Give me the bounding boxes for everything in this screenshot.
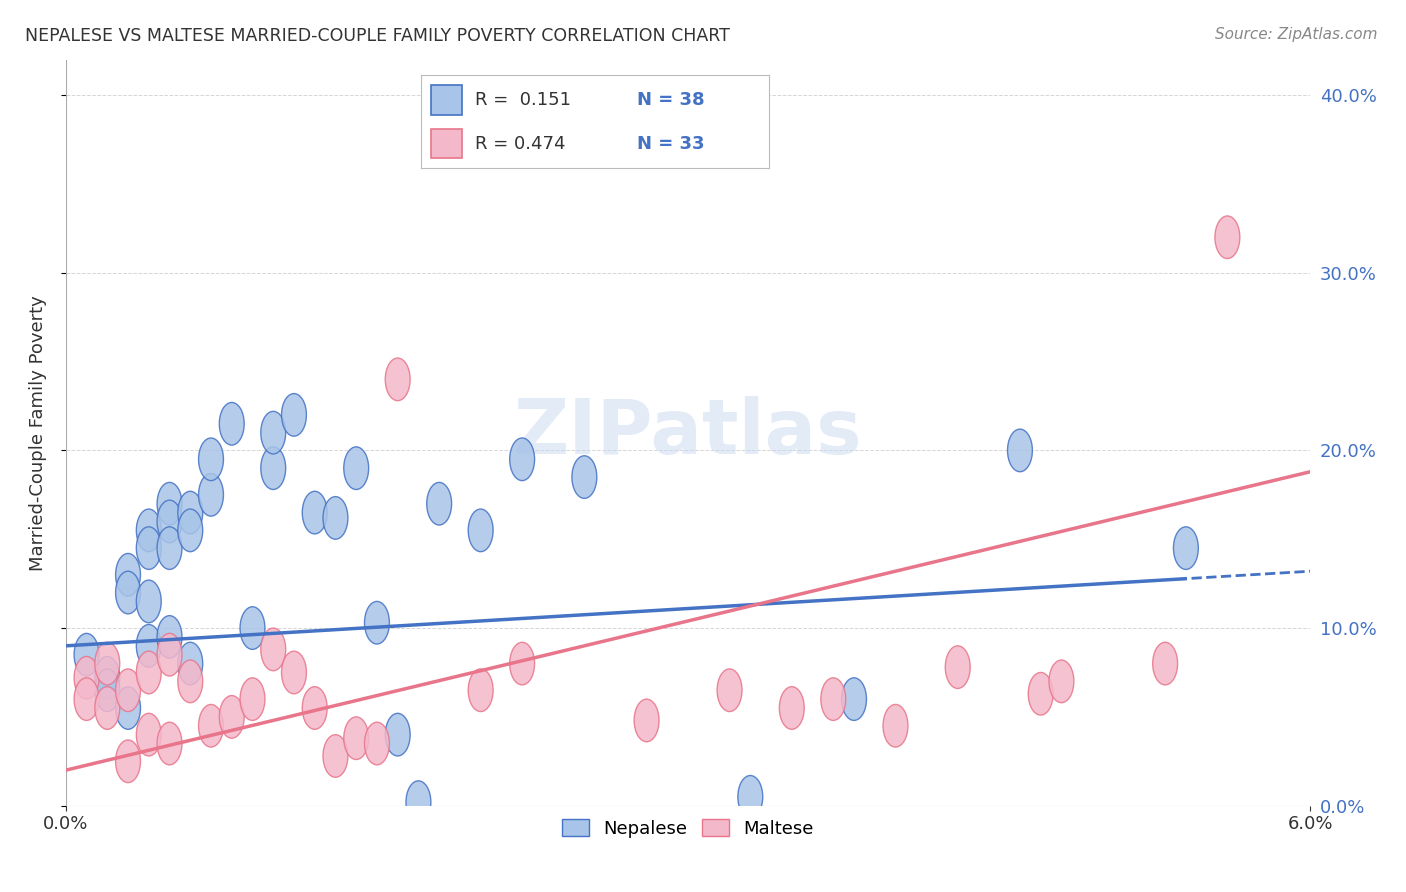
- Ellipse shape: [323, 735, 347, 777]
- Ellipse shape: [343, 447, 368, 490]
- Ellipse shape: [717, 669, 742, 712]
- Ellipse shape: [115, 571, 141, 614]
- Y-axis label: Married-Couple Family Poverty: Married-Couple Family Poverty: [30, 294, 46, 571]
- Ellipse shape: [136, 580, 162, 623]
- Ellipse shape: [1153, 642, 1178, 685]
- Ellipse shape: [260, 447, 285, 490]
- Ellipse shape: [302, 687, 328, 730]
- Ellipse shape: [1008, 429, 1032, 472]
- Ellipse shape: [634, 699, 659, 742]
- Ellipse shape: [157, 500, 181, 543]
- Ellipse shape: [281, 651, 307, 694]
- Text: Source: ZipAtlas.com: Source: ZipAtlas.com: [1215, 27, 1378, 42]
- Ellipse shape: [136, 651, 162, 694]
- Ellipse shape: [302, 491, 328, 534]
- Ellipse shape: [177, 491, 202, 534]
- Ellipse shape: [260, 628, 285, 671]
- Ellipse shape: [406, 780, 430, 823]
- Ellipse shape: [1174, 527, 1198, 569]
- Ellipse shape: [281, 393, 307, 436]
- Ellipse shape: [115, 740, 141, 782]
- Ellipse shape: [738, 775, 762, 818]
- Ellipse shape: [1049, 660, 1074, 703]
- Ellipse shape: [136, 624, 162, 667]
- Ellipse shape: [75, 678, 98, 721]
- Ellipse shape: [821, 678, 846, 721]
- Ellipse shape: [94, 657, 120, 699]
- Ellipse shape: [136, 714, 162, 756]
- Ellipse shape: [343, 717, 368, 759]
- Ellipse shape: [364, 601, 389, 644]
- Ellipse shape: [75, 633, 98, 676]
- Ellipse shape: [385, 714, 411, 756]
- Ellipse shape: [177, 642, 202, 685]
- Ellipse shape: [75, 657, 98, 699]
- Ellipse shape: [468, 509, 494, 551]
- Ellipse shape: [1215, 216, 1240, 259]
- Ellipse shape: [427, 483, 451, 525]
- Ellipse shape: [779, 687, 804, 730]
- Ellipse shape: [510, 438, 534, 481]
- Ellipse shape: [115, 687, 141, 730]
- Ellipse shape: [572, 456, 596, 499]
- Ellipse shape: [842, 678, 866, 721]
- Ellipse shape: [260, 411, 285, 454]
- Ellipse shape: [198, 438, 224, 481]
- Ellipse shape: [157, 723, 181, 764]
- Ellipse shape: [198, 474, 224, 516]
- Ellipse shape: [177, 660, 202, 703]
- Ellipse shape: [883, 705, 908, 747]
- Ellipse shape: [510, 642, 534, 685]
- Ellipse shape: [219, 402, 245, 445]
- Ellipse shape: [157, 483, 181, 525]
- Ellipse shape: [94, 687, 120, 730]
- Ellipse shape: [157, 527, 181, 569]
- Legend: Nepalese, Maltese: Nepalese, Maltese: [555, 812, 821, 846]
- Ellipse shape: [136, 509, 162, 551]
- Ellipse shape: [94, 642, 120, 685]
- Text: ZIPatlas: ZIPatlas: [513, 396, 862, 470]
- Ellipse shape: [1028, 673, 1053, 715]
- Ellipse shape: [157, 633, 181, 676]
- Ellipse shape: [94, 669, 120, 712]
- Ellipse shape: [240, 607, 264, 649]
- Ellipse shape: [468, 669, 494, 712]
- Ellipse shape: [157, 615, 181, 658]
- Ellipse shape: [177, 509, 202, 551]
- Ellipse shape: [240, 678, 264, 721]
- Ellipse shape: [136, 527, 162, 569]
- Ellipse shape: [945, 646, 970, 689]
- Ellipse shape: [323, 497, 347, 540]
- Ellipse shape: [219, 696, 245, 739]
- Ellipse shape: [115, 669, 141, 712]
- Text: NEPALESE VS MALTESE MARRIED-COUPLE FAMILY POVERTY CORRELATION CHART: NEPALESE VS MALTESE MARRIED-COUPLE FAMIL…: [25, 27, 730, 45]
- Ellipse shape: [115, 553, 141, 596]
- Ellipse shape: [198, 705, 224, 747]
- Ellipse shape: [385, 358, 411, 401]
- Ellipse shape: [364, 723, 389, 764]
